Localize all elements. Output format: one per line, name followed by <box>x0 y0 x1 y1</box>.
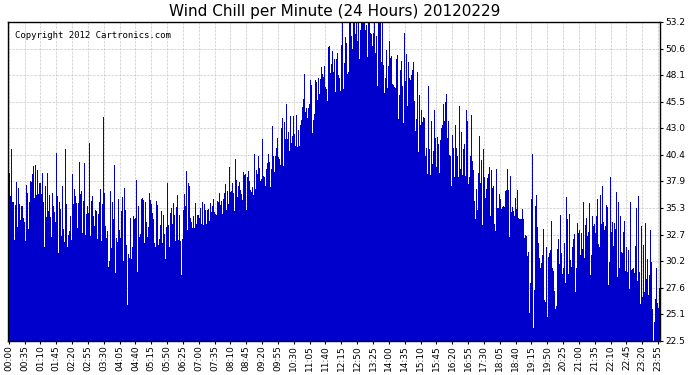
Title: Wind Chill per Minute (24 Hours) 20120229: Wind Chill per Minute (24 Hours) 2012022… <box>168 4 500 19</box>
Text: Copyright 2012 Cartronics.com: Copyright 2012 Cartronics.com <box>15 31 171 40</box>
